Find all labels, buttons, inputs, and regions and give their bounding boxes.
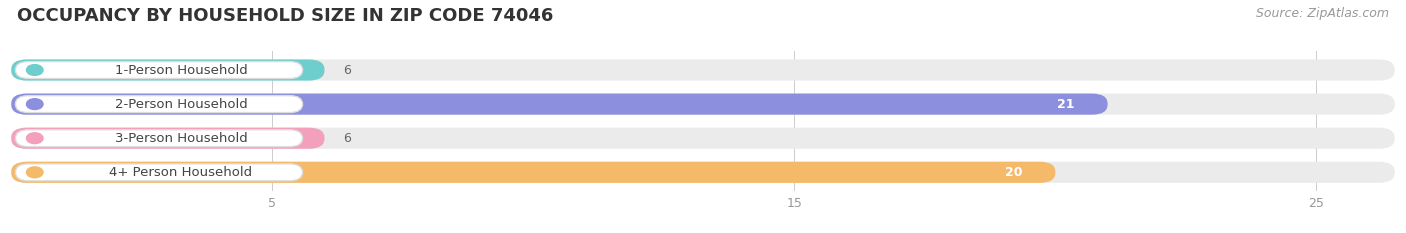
FancyBboxPatch shape [15, 130, 302, 147]
Text: 1-Person Household: 1-Person Household [114, 64, 247, 76]
FancyBboxPatch shape [11, 162, 1056, 183]
FancyBboxPatch shape [11, 162, 1395, 183]
Circle shape [27, 99, 44, 110]
FancyBboxPatch shape [11, 128, 1395, 149]
Text: 20: 20 [1005, 166, 1022, 179]
Text: 3-Person Household: 3-Person Household [114, 132, 247, 145]
FancyBboxPatch shape [977, 165, 1050, 180]
Text: 4+ Person Household: 4+ Person Household [110, 166, 253, 179]
FancyBboxPatch shape [11, 59, 1395, 81]
Text: 21: 21 [1057, 98, 1074, 111]
FancyBboxPatch shape [1029, 96, 1102, 112]
FancyBboxPatch shape [15, 62, 302, 79]
Circle shape [27, 133, 44, 144]
Text: 6: 6 [343, 64, 350, 76]
Circle shape [27, 167, 44, 178]
FancyBboxPatch shape [15, 96, 302, 113]
FancyBboxPatch shape [11, 128, 325, 149]
Text: OCCUPANCY BY HOUSEHOLD SIZE IN ZIP CODE 74046: OCCUPANCY BY HOUSEHOLD SIZE IN ZIP CODE … [17, 7, 553, 25]
Text: 6: 6 [343, 132, 350, 145]
FancyBboxPatch shape [11, 93, 1108, 115]
FancyBboxPatch shape [11, 59, 325, 81]
Circle shape [27, 65, 44, 75]
Text: Source: ZipAtlas.com: Source: ZipAtlas.com [1256, 7, 1389, 20]
FancyBboxPatch shape [15, 164, 302, 181]
Text: 2-Person Household: 2-Person Household [114, 98, 247, 111]
FancyBboxPatch shape [11, 93, 1395, 115]
